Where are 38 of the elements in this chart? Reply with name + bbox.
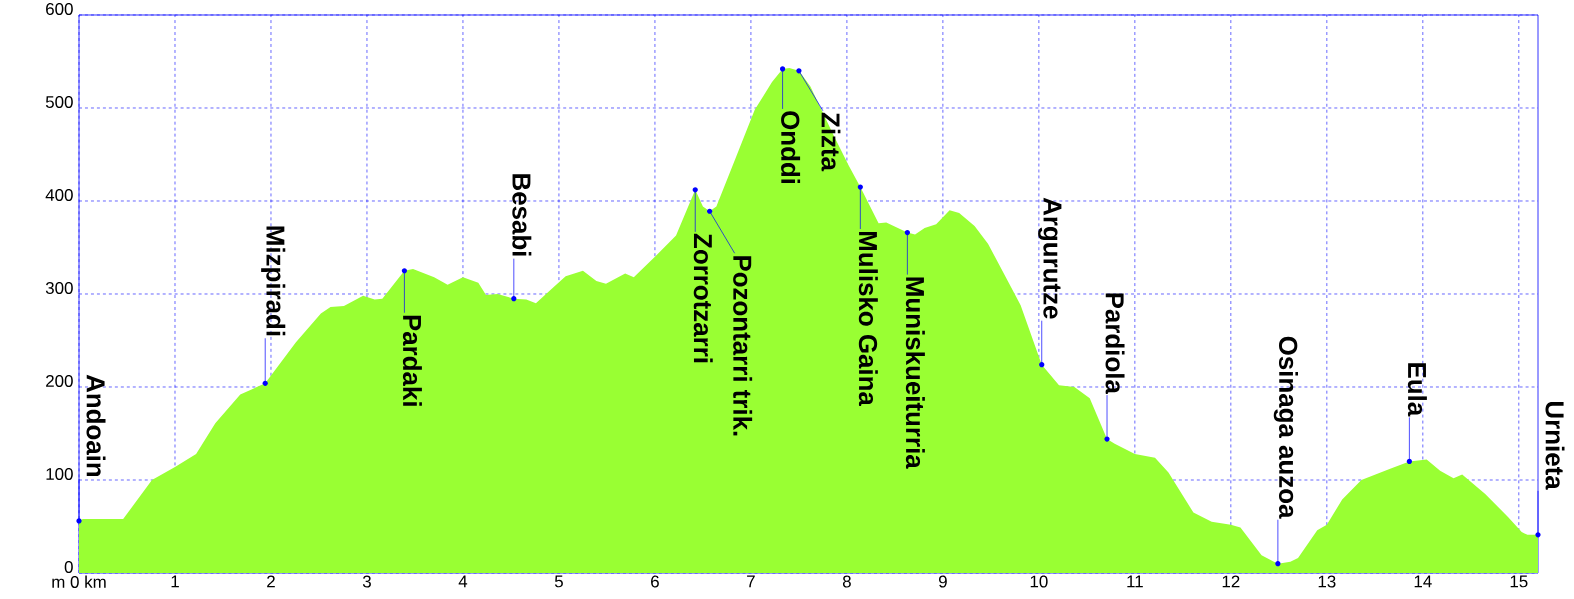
annotation: Besabi — [512, 174, 532, 256]
annotation: Pardaki — [402, 315, 422, 406]
annotation: Urnieta — [1545, 401, 1565, 490]
x-tick-label: 6 — [651, 575, 659, 588]
annotation: Zorrotzarri — [693, 233, 713, 363]
y-tick-label: 0 — [64, 561, 73, 573]
annotation: Argurutze — [1038, 197, 1062, 319]
x-tick-label: 11 — [1127, 575, 1143, 588]
y-tick-label: 500 — [45, 96, 73, 108]
x-tick-label: 15 — [1510, 575, 1528, 588]
x-tick-label: 9 — [938, 575, 947, 588]
y-tick-label: 100 — [46, 468, 73, 480]
y-tick-label: 400 — [45, 189, 73, 201]
y-tick-label: 300 — [45, 282, 73, 294]
annotation: Osinaga auzoa — [1273, 336, 1298, 519]
annotation: Pardiola — [1105, 293, 1125, 395]
x-tick-label: 7 — [747, 575, 755, 588]
annotation: Onddi — [781, 111, 801, 184]
x-tick-label: 5 — [554, 575, 563, 588]
annotation: Mulisko Gaina — [858, 231, 878, 407]
x-tick-label: 8 — [842, 575, 851, 588]
annotation: Pozontarri trik. — [733, 256, 753, 436]
x-tick-label: 10 — [1030, 575, 1048, 588]
annotation: Muniskueiturria — [905, 277, 925, 469]
x-tick-label: 14 — [1414, 575, 1432, 588]
x-tick-label: 2 — [267, 575, 275, 588]
x-tick-label: 13 — [1318, 575, 1336, 588]
x-tick-label: m 0 km — [52, 575, 106, 588]
annotation: Eula — [1407, 363, 1427, 417]
annotation: Mizpiradi — [261, 226, 286, 336]
y-tick-label: 200 — [46, 375, 73, 387]
x-tick-label: 3 — [362, 575, 371, 588]
x-tick-label: 12 — [1222, 575, 1240, 588]
y-tick-label: 600 — [46, 2, 73, 15]
x-tick-label: 1 — [171, 575, 179, 588]
x-tick-label: 4 — [458, 575, 468, 588]
annotation: Zizta — [821, 112, 841, 172]
annotation: Andoain — [86, 374, 106, 477]
